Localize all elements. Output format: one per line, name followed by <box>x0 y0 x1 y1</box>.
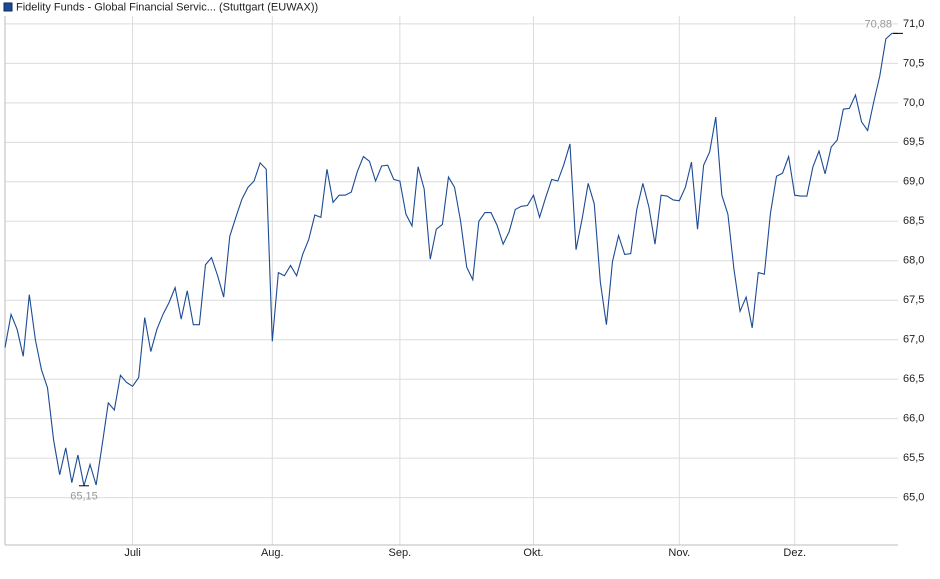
x-tick-label: Okt. <box>523 547 543 559</box>
y-tick-label: 68,5 <box>903 215 924 227</box>
y-tick-label: 65,0 <box>903 492 924 504</box>
x-tick-label: Dez. <box>783 547 806 559</box>
y-tick-label: 66,0 <box>903 413 924 425</box>
y-tick-label: 69,5 <box>903 136 924 148</box>
y-tick-label: 71,0 <box>903 18 924 30</box>
y-tick-label: 65,5 <box>903 452 924 464</box>
annotation: 65,15 <box>70 491 98 503</box>
x-tick-label: Nov. <box>668 547 690 559</box>
y-tick-label: 67,5 <box>903 294 924 306</box>
y-tick-label: 69,0 <box>903 176 924 188</box>
y-tick-label: 66,5 <box>903 373 924 385</box>
x-tick-label: Sep. <box>389 547 412 559</box>
y-tick-label: 68,0 <box>903 255 924 267</box>
y-tick-label: 70,5 <box>903 57 924 69</box>
chart-title: Fidelity Funds - Global Financial Servic… <box>16 1 318 13</box>
y-tick-label: 67,0 <box>903 334 924 346</box>
x-tick-label: Juli <box>124 547 141 559</box>
y-tick-label: 70,0 <box>903 97 924 109</box>
annotation: 70,88 <box>864 18 892 30</box>
x-tick-label: Aug. <box>261 547 284 559</box>
legend-swatch <box>3 2 13 12</box>
price-line <box>4 32 898 486</box>
